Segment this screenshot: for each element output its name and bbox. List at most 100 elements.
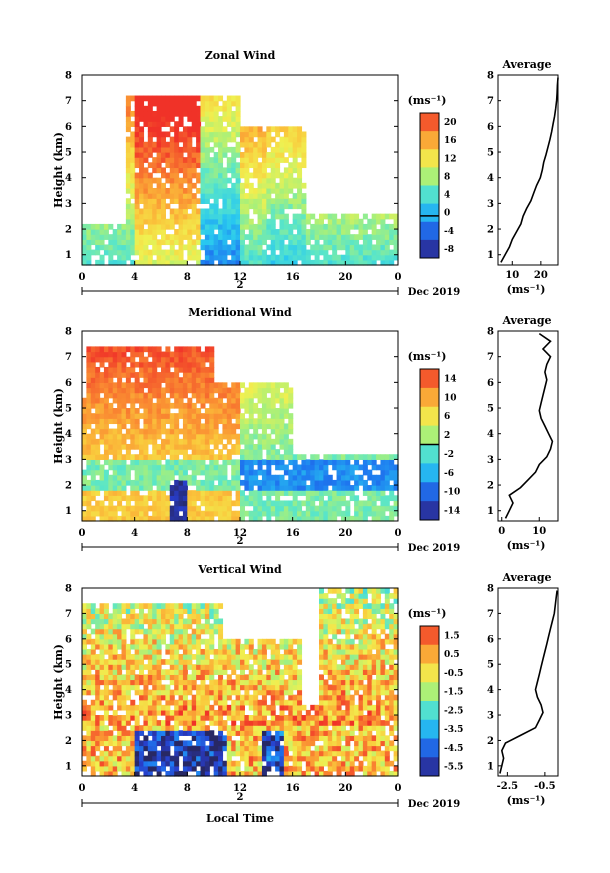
heatmap-cell xyxy=(174,760,180,767)
heatmap-cell xyxy=(376,709,382,716)
heatmap-cell xyxy=(82,259,87,266)
heatmap-cell xyxy=(340,750,346,757)
heatmap-cell xyxy=(275,495,281,502)
heatmap-cell xyxy=(253,229,259,235)
heatmap-cell xyxy=(345,454,351,460)
heatmap-cell xyxy=(143,121,149,127)
heatmap-cell xyxy=(340,469,346,476)
heatmap-cell xyxy=(235,121,241,127)
heatmap-cell xyxy=(152,100,158,107)
heatmap-cell xyxy=(182,162,188,169)
heatmap-cell xyxy=(125,408,131,414)
heatmap-cell xyxy=(125,346,131,353)
heatmap-cell xyxy=(213,613,219,620)
heatmap-cell xyxy=(244,735,250,742)
heatmap-cell xyxy=(178,694,184,701)
heatmap-cell xyxy=(147,428,153,435)
heatmap-cell xyxy=(248,223,254,230)
heatmap-cell xyxy=(283,167,289,174)
heatmap-cell xyxy=(340,229,346,235)
heatmap-cell xyxy=(134,418,140,425)
heatmap-cell xyxy=(367,664,373,670)
heatmap-cell xyxy=(270,244,276,251)
heatmap-cell xyxy=(209,490,215,496)
heatmap-cell xyxy=(117,715,123,721)
heatmap-cell xyxy=(332,709,338,716)
heatmap-cell xyxy=(283,203,289,210)
heatmap-cell xyxy=(134,438,140,445)
heatmap-cell xyxy=(90,229,96,235)
heatmap-cell xyxy=(99,618,105,625)
heatmap-cell xyxy=(143,725,149,731)
heatmap-cell xyxy=(130,182,136,189)
heatmap-cell xyxy=(196,669,202,675)
heatmap-cell xyxy=(134,213,140,220)
heatmap-cell xyxy=(279,146,285,153)
heatmap-cell xyxy=(112,623,118,630)
heatmap-cell xyxy=(187,413,193,419)
heatmap-cell xyxy=(178,643,184,650)
heatmap-cell xyxy=(161,510,166,517)
y-tick-label: 7 xyxy=(65,96,72,107)
heatmap-cell xyxy=(191,603,197,609)
heatmap-cell xyxy=(336,623,342,630)
heatmap-cell xyxy=(130,366,136,373)
heatmap-cell xyxy=(139,187,145,194)
heatmap-cell xyxy=(336,638,342,645)
heatmap-cell xyxy=(152,223,158,230)
heatmap-cell xyxy=(86,377,92,383)
heatmap-cell xyxy=(345,469,351,476)
heatmap-cell xyxy=(182,259,188,266)
heatmap-cell xyxy=(354,259,360,266)
heatmap-cell xyxy=(134,613,140,620)
heatmap-cell xyxy=(213,167,219,174)
heatmap-cell xyxy=(283,449,289,455)
heatmap-cell xyxy=(376,479,382,486)
heatmap-cell xyxy=(354,495,360,502)
heatmap-cell xyxy=(279,229,285,235)
heatmap-cell xyxy=(261,131,267,138)
heatmap-cell xyxy=(147,689,153,696)
heatmap-cell xyxy=(248,131,254,138)
heatmap-cell xyxy=(200,397,206,404)
heatmap-cell xyxy=(169,392,175,399)
heatmap-cell xyxy=(152,167,158,174)
heatmap-cell xyxy=(244,740,250,747)
heatmap-cell xyxy=(226,643,232,650)
heatmap-cell xyxy=(134,187,140,194)
y-tick-label: 5 xyxy=(487,148,494,159)
y-tick-label: 2 xyxy=(487,481,494,492)
heatmap-cell xyxy=(161,95,166,102)
heatmap-cell xyxy=(82,244,87,251)
heatmap-cell xyxy=(196,234,202,240)
heatmap-cell xyxy=(204,443,210,450)
heatmap-cell xyxy=(117,485,123,491)
heatmap-cell xyxy=(134,765,140,772)
heatmap-cell xyxy=(371,623,377,630)
colorbar-tick-label: -14 xyxy=(444,507,460,517)
heatmap-cell xyxy=(253,760,259,767)
heatmap-cell xyxy=(213,193,219,199)
heatmap-cell xyxy=(319,765,324,772)
heatmap-cell xyxy=(371,755,377,762)
heatmap-cell xyxy=(283,402,289,409)
heatmap-cell xyxy=(95,351,101,358)
heatmap-cell xyxy=(152,479,158,486)
heatmap-cell xyxy=(147,469,153,476)
heatmap-cell xyxy=(200,229,206,235)
heatmap-cell xyxy=(226,193,232,199)
heatmap-cell xyxy=(288,704,294,711)
heatmap-cell xyxy=(169,659,175,665)
heatmap-cell xyxy=(209,715,215,721)
heatmap-cell xyxy=(156,608,162,614)
heatmap-cell xyxy=(130,136,136,143)
heatmap-cell xyxy=(204,628,210,635)
heatmap-cell xyxy=(156,187,162,194)
heatmap-cell xyxy=(165,449,171,455)
heatmap-cell xyxy=(362,234,368,240)
heatmap-cell xyxy=(187,418,193,425)
heatmap-cell xyxy=(187,515,193,522)
heatmap-cell xyxy=(182,131,188,138)
heatmap-cell xyxy=(323,229,329,235)
heatmap-cell xyxy=(209,674,215,681)
